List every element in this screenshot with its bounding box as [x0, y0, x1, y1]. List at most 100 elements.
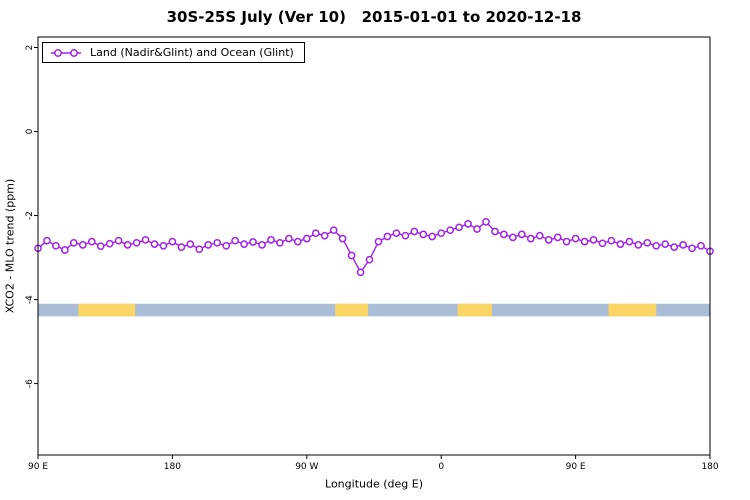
data-point-marker — [643, 238, 652, 247]
data-point-marker — [293, 237, 302, 246]
data-point-marker — [204, 241, 213, 249]
data-point-marker — [320, 231, 329, 240]
data-point-marker — [491, 227, 499, 236]
data-point-marker — [132, 238, 141, 247]
data-point-marker — [571, 234, 580, 243]
data-point-marker — [258, 241, 266, 249]
data-point-marker — [338, 234, 347, 243]
data-point-marker — [652, 241, 661, 250]
data-point-marker — [500, 230, 508, 239]
y-tick-label: -6 — [25, 379, 35, 388]
data-point-marker — [285, 234, 293, 243]
data-point-marker — [688, 244, 696, 253]
data-point-marker — [347, 251, 356, 260]
data-point-marker — [446, 226, 455, 235]
data-point-marker — [177, 243, 186, 251]
data-point-marker — [311, 229, 320, 238]
data-point-marker — [105, 239, 114, 248]
land-band-segment — [457, 303, 492, 317]
legend: Land (Nadir&Glint) and Ocean (Glint) — [42, 42, 305, 63]
data-point-marker — [213, 238, 222, 247]
data-point-marker — [114, 236, 123, 245]
data-point-marker — [61, 246, 69, 254]
data-point-marker — [87, 237, 96, 246]
data-point-marker — [392, 229, 401, 238]
x-tick-label: 90 W — [295, 462, 318, 472]
data-point-marker — [535, 231, 544, 240]
data-point-marker — [302, 234, 311, 243]
data-point-marker — [141, 236, 150, 244]
data-point-marker — [329, 226, 338, 235]
data-point-marker — [43, 236, 51, 245]
data-point-marker — [356, 268, 365, 277]
data-point-marker — [52, 241, 60, 250]
data-point-marker — [509, 233, 517, 242]
data-point-marker — [123, 241, 132, 249]
data-point-marker — [168, 237, 177, 246]
y-tick-label: -2 — [25, 211, 35, 220]
data-point-marker — [365, 255, 374, 264]
data-point-marker — [419, 230, 428, 239]
data-point-marker — [186, 240, 195, 248]
ocean-band — [38, 303, 710, 317]
data-point-marker — [195, 245, 204, 254]
plot-border — [37, 36, 711, 456]
data-point-marker — [553, 233, 562, 242]
data-point-marker — [544, 236, 553, 244]
x-tick-label: 0 — [438, 462, 444, 472]
data-point-marker — [562, 237, 571, 246]
data-point-marker — [410, 227, 419, 236]
x-tick-label: 90 E — [566, 462, 586, 472]
data-point-marker — [670, 243, 679, 251]
data-point-marker — [159, 241, 168, 250]
chart-title: 30S-25S July (Ver 10) 2015-01-01 to 2020… — [166, 8, 582, 26]
x-tick-label: 180 — [164, 462, 181, 472]
data-point-marker — [383, 232, 392, 241]
data-point-marker — [473, 225, 481, 233]
data-point-marker — [267, 236, 275, 244]
x-tick-label: 180 — [701, 462, 718, 472]
data-point-marker — [697, 241, 705, 250]
data-point-marker — [661, 240, 670, 248]
data-point-marker — [78, 241, 87, 249]
data-point-marker — [455, 223, 463, 232]
x-tick-label: 90 E — [28, 462, 48, 472]
data-point-marker — [526, 234, 535, 243]
data-point-marker — [607, 236, 616, 245]
data-point-marker — [249, 238, 257, 246]
y-axis-label: XCO2 - MLO trend (ppm) — [3, 178, 17, 314]
data-point-marker — [240, 240, 248, 248]
data-point-marker — [589, 236, 598, 244]
series-line — [37, 220, 711, 274]
legend-label: Land (Nadir&Glint) and Ocean (Glint) — [90, 46, 294, 59]
land-band-segment — [78, 303, 136, 317]
data-point-marker — [96, 242, 105, 251]
data-point-marker — [634, 241, 643, 249]
data-point-marker — [464, 220, 472, 228]
land-band-segment — [608, 303, 657, 317]
data-point-marker — [616, 240, 625, 248]
data-point-marker — [374, 237, 383, 246]
data-point-marker — [679, 241, 687, 249]
y-tick-label: -4 — [25, 295, 35, 304]
y-tick-label: 2 — [25, 45, 35, 51]
data-point-marker — [231, 236, 239, 245]
data-point-marker — [428, 232, 437, 241]
data-point-marker — [276, 238, 284, 247]
data-point-marker — [222, 241, 231, 250]
data-point-marker — [598, 239, 607, 248]
legend-marker-icon — [51, 48, 81, 57]
data-point-marker — [401, 231, 410, 240]
land-band-segment — [335, 303, 369, 317]
data-point-marker — [625, 237, 634, 246]
data-point-marker — [517, 230, 526, 239]
legend-circle-marker — [54, 48, 62, 57]
data-point-marker — [580, 237, 589, 246]
x-axis-label: Longitude (deg E) — [325, 477, 423, 491]
y-tick-label: 0 — [25, 128, 35, 134]
legend-circle-marker — [70, 48, 78, 57]
data-point-marker — [69, 238, 78, 247]
data-point-marker — [150, 240, 159, 248]
